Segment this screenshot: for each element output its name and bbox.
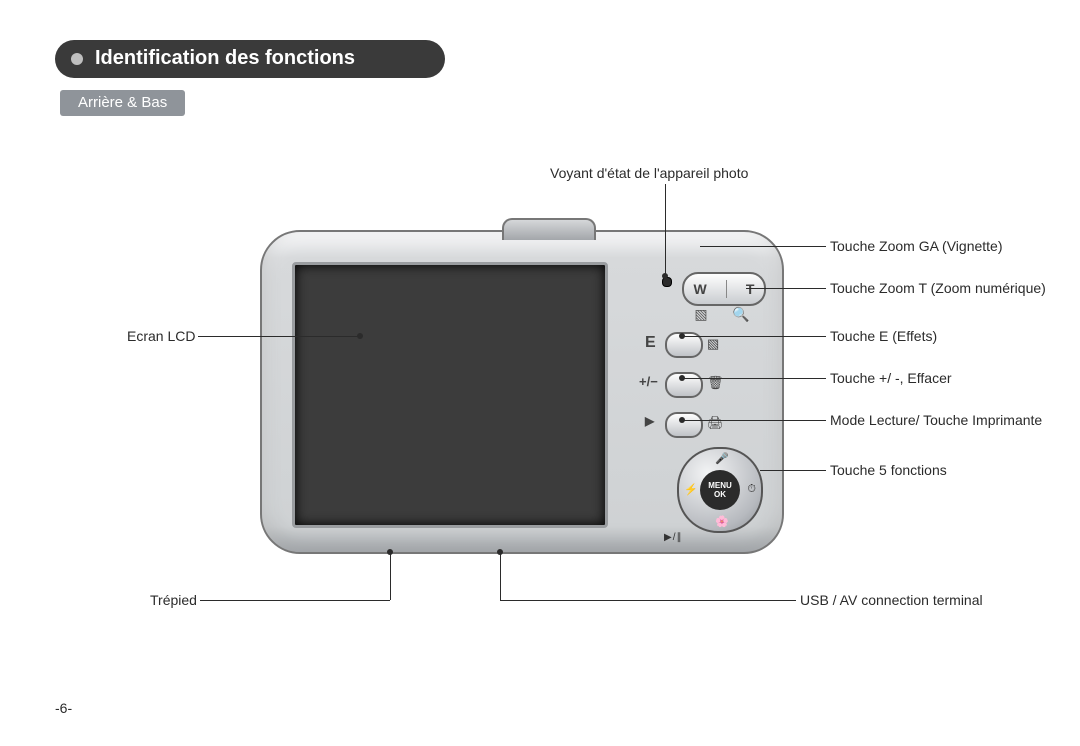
- line-tripod-v: [390, 552, 391, 600]
- line-btn-e: [682, 336, 826, 337]
- page-number: -6-: [55, 700, 72, 716]
- dot-status-led: [662, 273, 668, 279]
- e-button-left-label: E: [645, 334, 656, 352]
- dot-usb: [497, 549, 503, 555]
- five-way-pad: MENU OK 🎤 🌸 ⚡ ⏱: [677, 447, 763, 533]
- label-btn-e: Touche E (Effets): [830, 328, 937, 344]
- play-button: [665, 412, 703, 438]
- dot-tripod: [387, 549, 393, 555]
- dot-btn-e: [679, 333, 685, 339]
- play-left-icon: ▶: [645, 414, 654, 428]
- page: Identification des fonctions Arrière & B…: [0, 0, 1080, 746]
- pad-right-icon: ⏱: [747, 483, 756, 496]
- zoom-magnify-icon: 🔍: [732, 306, 749, 323]
- label-lcd: Ecran LCD: [127, 328, 195, 344]
- pad-down-icon: 🌸: [715, 515, 729, 528]
- zoom-sub-icons: ▧ 🔍: [682, 306, 762, 323]
- line-status-led: [665, 184, 666, 276]
- line-btn-pm: [682, 378, 826, 379]
- zoom-w-letter: W: [694, 281, 707, 297]
- line-usb-h: [500, 600, 796, 601]
- dot-btn-play: [679, 417, 685, 423]
- line-btn-play: [682, 420, 826, 421]
- line-usb-v: [500, 552, 501, 600]
- zoom-rocker: W T: [682, 272, 766, 306]
- zoom-thumb-icon: ▧: [694, 306, 707, 323]
- header-pill: Identification des fonctions: [55, 40, 445, 78]
- line-pad: [760, 470, 826, 471]
- label-usb: USB / AV connection terminal: [800, 592, 983, 608]
- pad-left-icon: ⚡: [684, 483, 698, 496]
- label-zoom-w: Touche Zoom GA (Vignette): [830, 238, 1003, 254]
- play-pause-strip-icon: ▶/∥: [664, 532, 682, 543]
- lcd-screen: [292, 262, 608, 528]
- dot-btn-pm: [679, 375, 685, 381]
- page-title: Identification des fonctions: [95, 47, 355, 70]
- label-zoom-t: Touche Zoom T (Zoom numérique): [830, 280, 1046, 296]
- pad-ok-label: OK: [714, 490, 726, 499]
- zoom-divider: [726, 280, 727, 298]
- pad-center-button: MENU OK: [700, 470, 740, 510]
- plusminus-left-label: +/−: [639, 374, 658, 389]
- zoom-t-letter: T: [746, 281, 755, 297]
- line-zoom-t: [746, 288, 826, 289]
- label-status-led: Voyant d'état de l'appareil photo: [550, 165, 748, 181]
- label-tripod: Trépied: [150, 592, 197, 608]
- line-zoom-w: [700, 246, 826, 247]
- dot-lcd: [357, 333, 363, 339]
- line-lcd: [198, 336, 360, 337]
- pad-up-icon: 🎤: [715, 452, 729, 465]
- label-btn-pm: Touche +/ -, Effacer: [830, 370, 952, 386]
- pad-menu-label: MENU: [708, 481, 732, 490]
- e-button-right-icon: ▧: [707, 336, 719, 352]
- camera-body: W T ▧ 🔍 E ▧ +/− 🗑 ▶ 🖨 MENU OK 🎤 🌸 ⚡ ⏱ ▶/…: [260, 230, 784, 554]
- label-pad: Touche 5 fonctions: [830, 462, 947, 478]
- line-tripod-h: [200, 600, 390, 601]
- header-dot-icon: [71, 53, 83, 65]
- print-icon: 🖨: [707, 415, 724, 431]
- label-btn-play: Mode Lecture/ Touche Imprimante: [830, 412, 1042, 428]
- section-subheader: Arrière & Bas: [60, 90, 185, 116]
